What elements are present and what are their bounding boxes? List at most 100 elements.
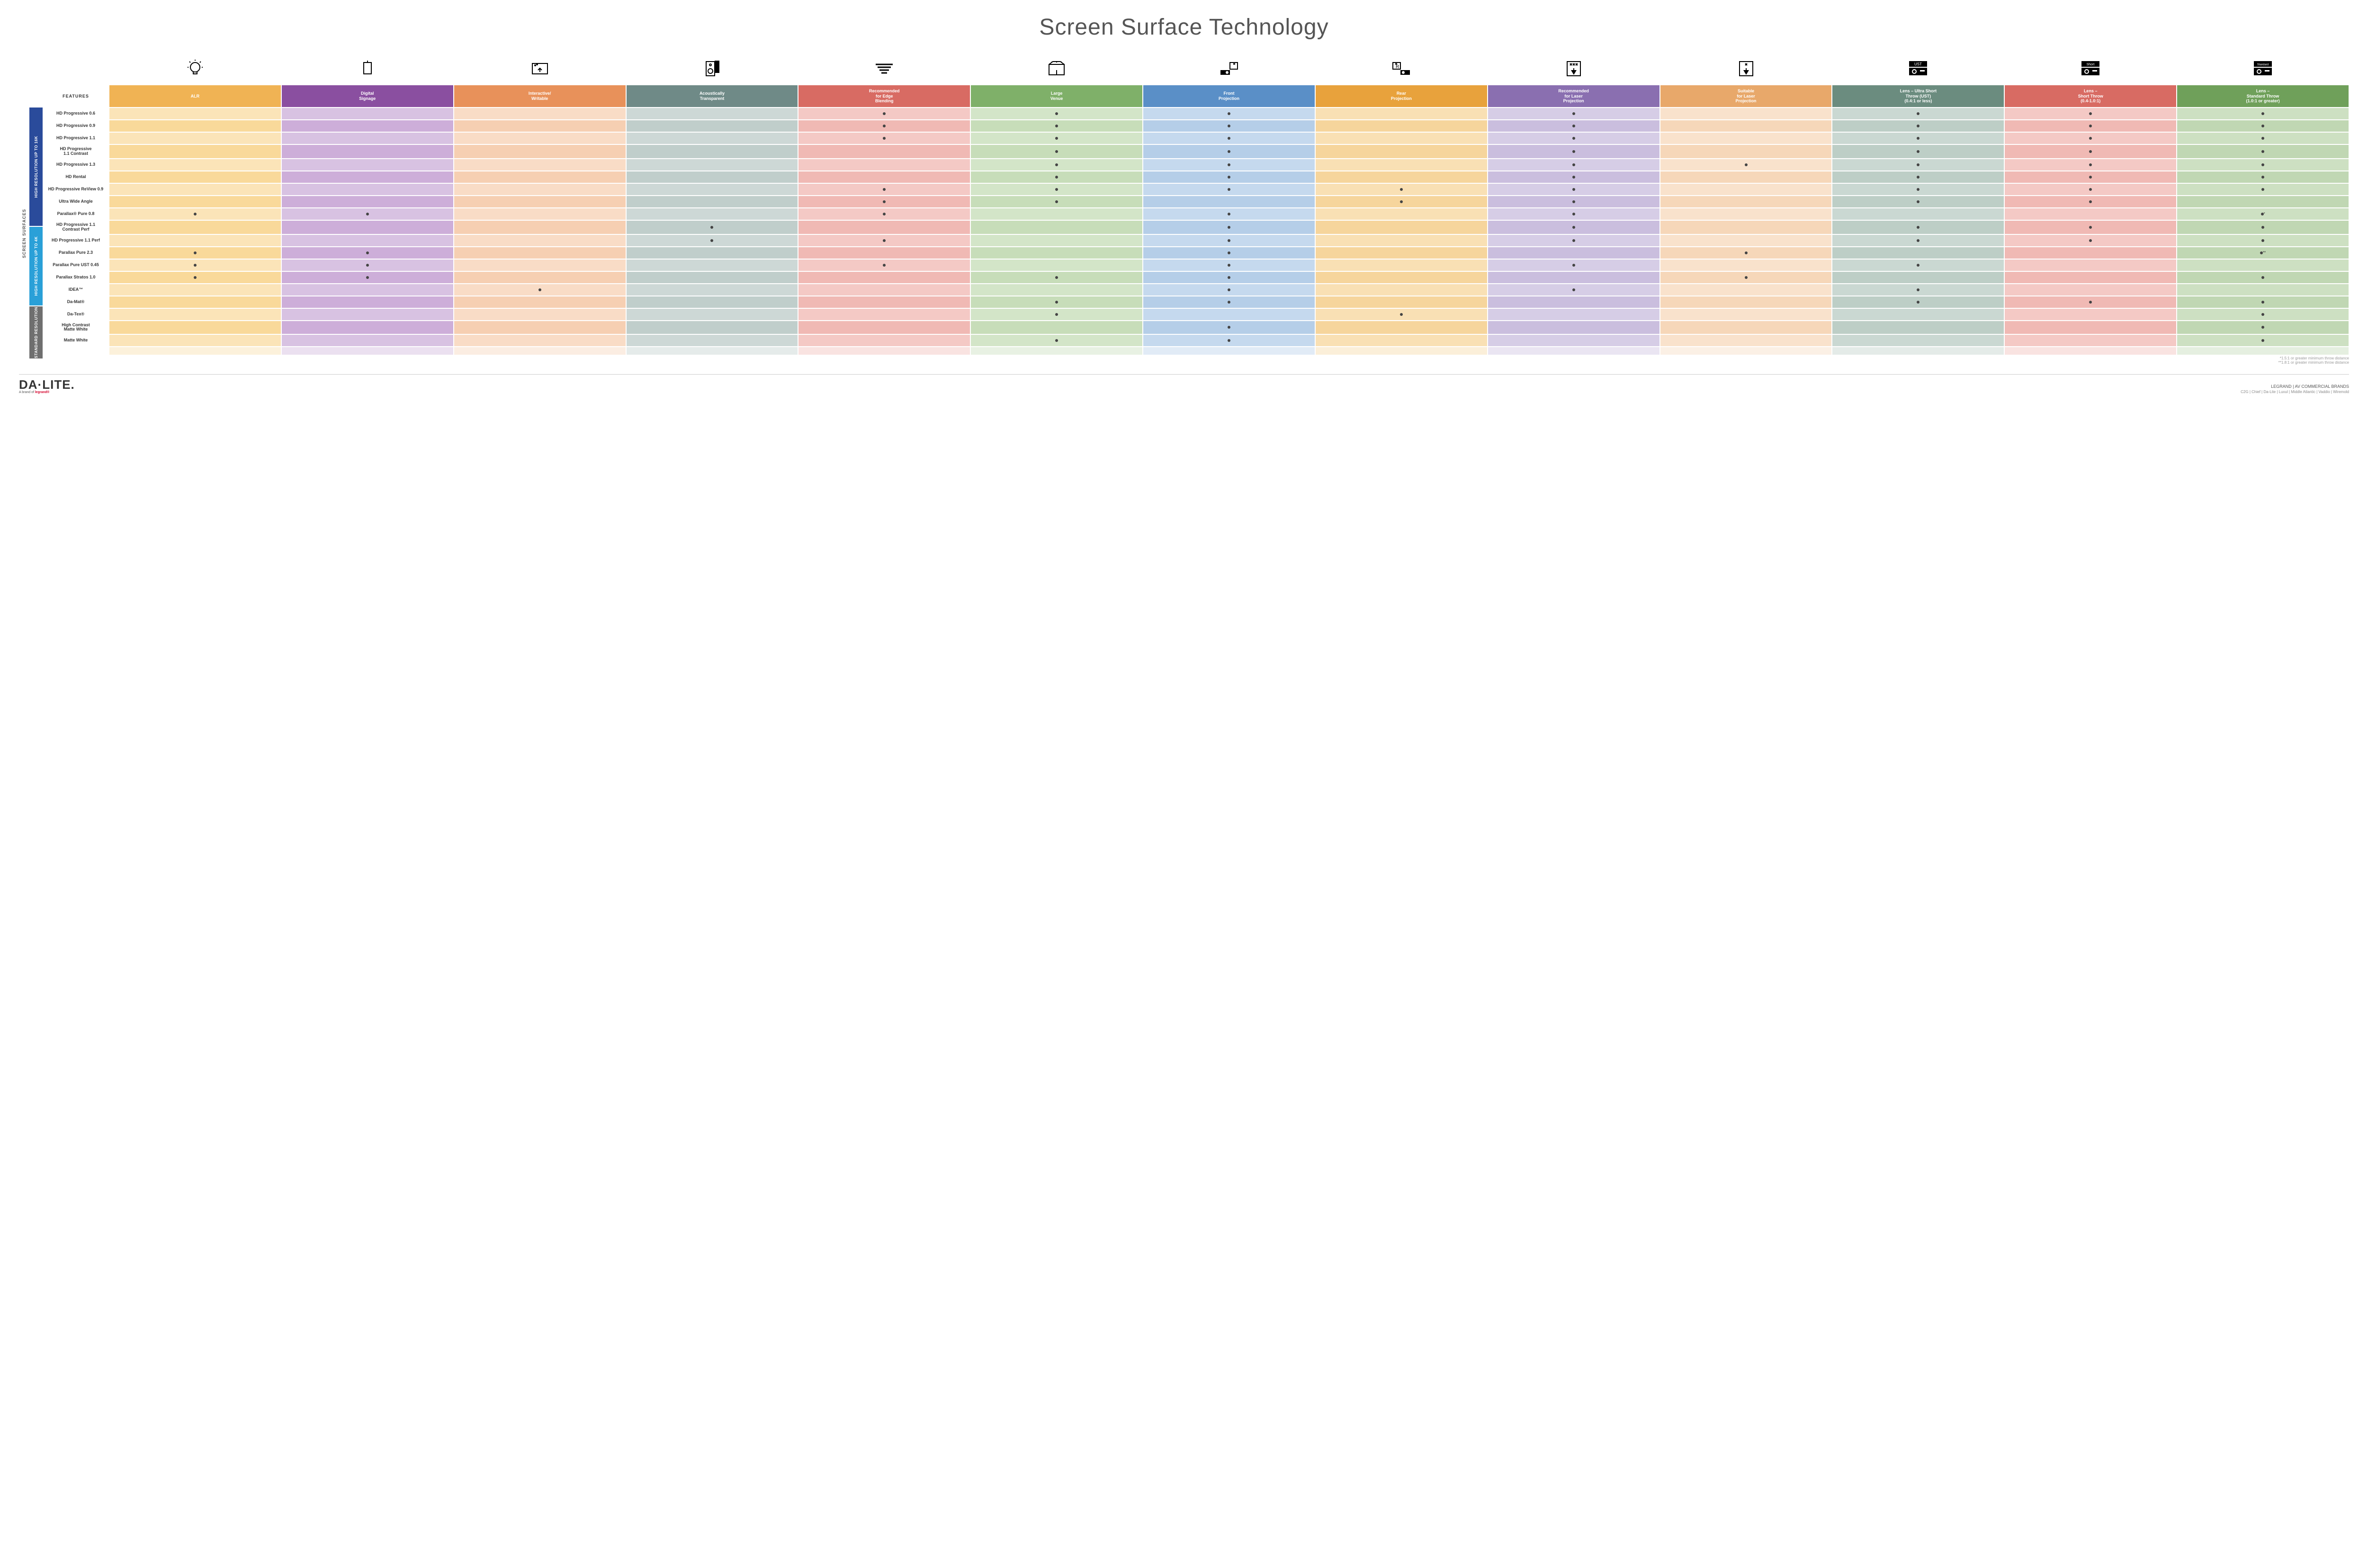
cell-venue	[970, 108, 1143, 120]
cell-edge	[798, 234, 970, 247]
cell-writable	[454, 334, 626, 347]
side-groups: HIGH RESOLUTION UP TO 16KHIGH RESOLUTION…	[29, 54, 43, 365]
cell-venue	[970, 159, 1143, 171]
cell-edge	[798, 220, 970, 234]
col-header-rear: RearProjection	[1315, 85, 1488, 108]
front-icon	[1143, 54, 1315, 85]
cell-writable	[454, 108, 626, 120]
cell-signage	[281, 259, 454, 271]
cell-edge	[798, 284, 970, 296]
cell-alr	[109, 208, 281, 220]
cell-signage	[281, 208, 454, 220]
group-label: STANDARD RESOLUTION	[29, 306, 43, 359]
row-label: HD Progressive ReView 0.9	[43, 183, 109, 196]
cell-front	[1143, 284, 1315, 296]
cell-venue	[970, 171, 1143, 183]
col-header-front: FrontProjection	[1143, 85, 1315, 108]
cell-venue	[970, 308, 1143, 321]
cell-short	[2004, 234, 2177, 247]
cell-suitlaser	[1660, 108, 1832, 120]
cell-suitlaser	[1660, 171, 1832, 183]
cell-std: *	[2177, 208, 2349, 220]
svg-text:Short: Short	[2087, 63, 2095, 66]
cell-alr	[109, 196, 281, 208]
cell-signage	[281, 220, 454, 234]
col-header-ust: Lens – Ultra ShortThrow (UST)(0.4:1 or l…	[1832, 85, 2004, 108]
row-label: HD Progressive 1.1Contrast Perf	[43, 220, 109, 234]
cell-edge	[798, 334, 970, 347]
cell-alr	[109, 247, 281, 259]
cell-std	[2177, 144, 2349, 159]
cell-acoustic	[626, 334, 798, 347]
page-title: Screen Surface Technology	[19, 14, 2349, 40]
cell-signage	[281, 196, 454, 208]
cell-ust	[1832, 271, 2004, 284]
edge-icon	[798, 54, 970, 85]
cell-writable	[454, 296, 626, 308]
cell-signage	[281, 159, 454, 171]
cell-ust	[1832, 284, 2004, 296]
cell-acoustic	[626, 220, 798, 234]
cell-signage	[281, 108, 454, 120]
footnotes: *1.5:1 or greater minimum throw distance…	[43, 356, 2349, 365]
cell-edge	[798, 308, 970, 321]
logo-block: DA·LITE. A brand of legrand®	[19, 378, 75, 394]
cell-edge	[798, 120, 970, 132]
cell-venue	[970, 132, 1143, 144]
footer-right: LEGRAND | AV COMMERCIAL BRANDS C2G | Chi…	[2241, 384, 2349, 394]
cell-rear	[1315, 171, 1488, 183]
cell-signage	[281, 183, 454, 196]
cell-acoustic	[626, 196, 798, 208]
group-label: HIGH RESOLUTION UP TO 4K	[29, 227, 43, 306]
cell-suitlaser	[1660, 196, 1832, 208]
cell-reclaser	[1488, 220, 1660, 234]
cell-short	[2004, 171, 2177, 183]
cell-std	[2177, 271, 2349, 284]
col-header-std: Lens –Standard Throw(1.0:1 or greater)	[2177, 85, 2349, 108]
col-header-alr: ALR	[109, 85, 281, 108]
col-header-venue: LargeVenue	[970, 85, 1143, 108]
cell-reclaser	[1488, 259, 1660, 271]
cell-rear	[1315, 271, 1488, 284]
cell-writable	[454, 259, 626, 271]
cell-acoustic	[626, 159, 798, 171]
cell-front	[1143, 234, 1315, 247]
std-icon: Standard	[2177, 54, 2349, 85]
cell-front	[1143, 108, 1315, 120]
cell-suitlaser	[1660, 120, 1832, 132]
cell-suitlaser	[1660, 284, 1832, 296]
cell-ust	[1832, 132, 2004, 144]
cell-edge	[798, 321, 970, 335]
cell-short	[2004, 183, 2177, 196]
cell-edge	[798, 108, 970, 120]
cell-ust	[1832, 208, 2004, 220]
side-label-text: SCREEN SURFACES	[22, 209, 27, 258]
cell-venue	[970, 321, 1143, 335]
features-header: FEATURES	[43, 85, 109, 108]
cell-alr	[109, 132, 281, 144]
signage-icon	[281, 54, 454, 85]
logo-sub-prefix: A brand of	[19, 391, 35, 394]
cell-rear	[1315, 247, 1488, 259]
cell-alr	[109, 171, 281, 183]
cell-short	[2004, 271, 2177, 284]
cell-alr	[109, 159, 281, 171]
col-header-acoustic: AcousticallyTransparent	[626, 85, 798, 108]
cell-rear	[1315, 334, 1488, 347]
cell-std	[2177, 108, 2349, 120]
logo-main: DA·LITE.	[19, 378, 75, 391]
cell-venue	[970, 271, 1143, 284]
cell-edge	[798, 132, 970, 144]
col-header-suitlaser: Suitablefor LaserProjection	[1660, 85, 1832, 108]
cell-edge	[798, 183, 970, 196]
chart-container: SCREEN SURFACES HIGH RESOLUTION UP TO 16…	[19, 54, 2349, 365]
cell-suitlaser	[1660, 247, 1832, 259]
cell-acoustic	[626, 132, 798, 144]
cell-writable	[454, 120, 626, 132]
cell-short	[2004, 159, 2177, 171]
cell-ust	[1832, 183, 2004, 196]
cell-writable	[454, 234, 626, 247]
cell-reclaser	[1488, 132, 1660, 144]
cell-acoustic	[626, 183, 798, 196]
cell-rear	[1315, 296, 1488, 308]
